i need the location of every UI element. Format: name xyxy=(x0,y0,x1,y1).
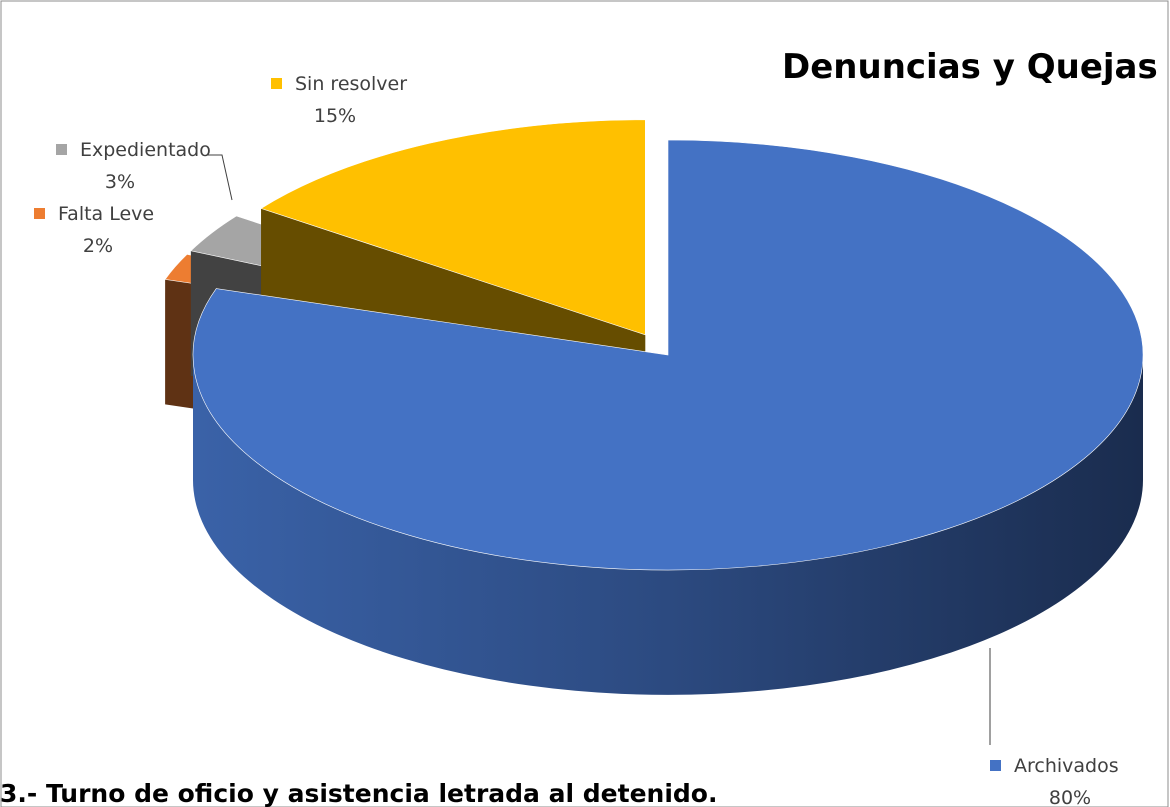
legend-swatch xyxy=(34,208,45,219)
category-label: Expedientado xyxy=(80,139,211,161)
slice xyxy=(260,119,646,336)
category-label: Falta Leve xyxy=(58,203,154,225)
category-label: Archivados xyxy=(1014,755,1119,777)
legend-swatch xyxy=(56,144,67,155)
category-label: Sin resolver xyxy=(295,73,407,95)
heading: 3.- Turno de oficio y asistencia letrada… xyxy=(0,779,717,807)
value-label: 15% xyxy=(314,105,356,127)
chart-title: Denuncias y Quejas xyxy=(782,47,1158,87)
leader-line xyxy=(208,154,233,201)
legend-swatch xyxy=(990,760,1001,771)
value-label: 2% xyxy=(83,235,113,257)
legend-swatch xyxy=(271,78,282,89)
slice-wall xyxy=(193,355,1143,695)
slice xyxy=(192,139,1144,571)
pie xyxy=(164,119,1144,695)
value-label: 3% xyxy=(105,171,135,193)
value-label: 80% xyxy=(1049,787,1091,807)
